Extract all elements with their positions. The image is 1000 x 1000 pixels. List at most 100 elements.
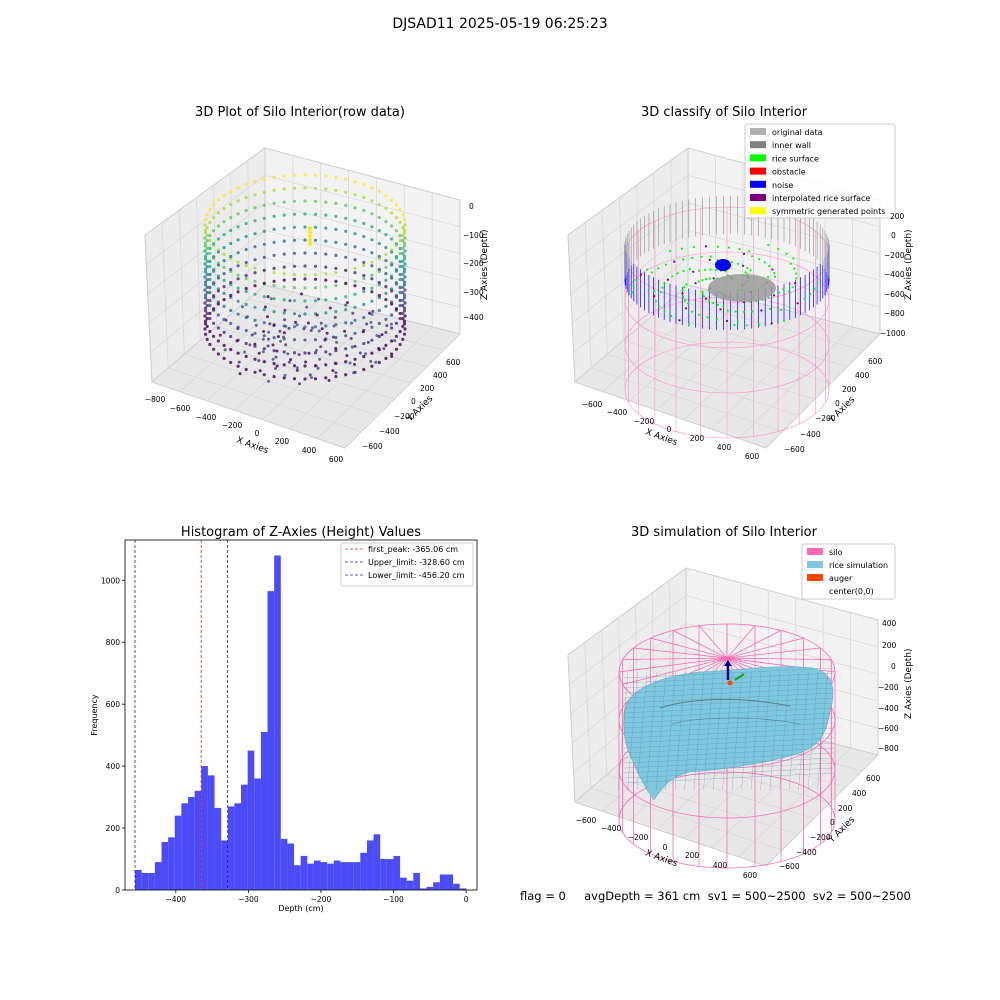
data-point <box>303 299 307 303</box>
data-point <box>208 251 212 256</box>
data-point <box>244 341 248 346</box>
mesh-line <box>623 762 835 774</box>
data-point <box>369 359 373 363</box>
classify-xtick: 400 <box>717 443 732 452</box>
surface-point <box>716 303 720 306</box>
raw-xtick: −800 <box>145 395 166 404</box>
data-point <box>203 327 207 331</box>
histogram-bar <box>446 874 454 890</box>
surface-point <box>698 313 701 316</box>
data-point <box>262 203 266 207</box>
data-point <box>401 239 405 243</box>
legend-swatch <box>750 194 766 201</box>
data-point <box>229 267 233 272</box>
data-point <box>344 281 348 285</box>
data-point <box>370 212 374 216</box>
simulation-xtick: 600 <box>743 871 758 880</box>
raw-xtick: 400 <box>302 446 317 455</box>
data-point <box>324 265 328 269</box>
data-point <box>390 326 394 330</box>
surface-point <box>736 320 740 323</box>
data-point <box>244 247 248 252</box>
classify-ztick: −600 <box>884 290 905 299</box>
data-point <box>282 376 286 380</box>
data-point <box>401 278 405 282</box>
data-point <box>205 285 209 289</box>
data-point <box>216 276 220 280</box>
surface-point <box>782 319 786 322</box>
data-point <box>390 276 394 280</box>
data-point <box>236 238 240 242</box>
data-point <box>377 228 381 233</box>
data-point <box>324 213 328 217</box>
data-point <box>262 330 266 333</box>
data-point <box>289 358 293 362</box>
histogram-bar <box>307 863 314 890</box>
data-point <box>237 360 241 364</box>
data-point <box>384 233 388 237</box>
data-point <box>261 350 265 354</box>
simulation-xtick: −400 <box>601 824 622 833</box>
data-point <box>394 268 398 272</box>
data-point <box>282 226 286 230</box>
data-point <box>203 257 208 261</box>
legend-swatch <box>750 128 766 135</box>
data-point <box>222 272 226 276</box>
silo-roof-rib <box>726 647 821 659</box>
histogram-bar <box>327 863 334 890</box>
classify-ylabel: Y Axies <box>826 395 857 426</box>
gridline <box>602 291 716 392</box>
data-point <box>384 343 388 347</box>
data-point <box>370 273 374 277</box>
data-point <box>331 369 335 373</box>
data-point <box>370 277 374 281</box>
data-point <box>292 251 297 255</box>
classify-ytick: 600 <box>868 357 883 366</box>
raw-xtick: −400 <box>196 413 217 422</box>
data-point <box>324 272 328 276</box>
data-point <box>229 280 233 285</box>
classify-ztick: −400 <box>884 270 905 279</box>
classify-ytick: −600 <box>784 445 805 454</box>
data-point <box>203 322 208 326</box>
data-point <box>401 324 405 328</box>
simulation-plot-ytick-labels: −600 −400 −200 0 200 400 600 <box>779 774 881 871</box>
data-point <box>398 303 402 308</box>
data-point <box>334 271 338 275</box>
data-point <box>253 193 257 197</box>
data-point <box>313 264 318 268</box>
surface-point <box>692 270 695 273</box>
silo-roof-rib <box>726 657 832 660</box>
gridline <box>161 222 169 369</box>
data-point <box>398 259 402 264</box>
mesh-line <box>722 671 733 791</box>
raw-ztick: −100 <box>463 231 484 240</box>
histogram-bar <box>274 555 281 890</box>
data-point <box>377 189 381 194</box>
data-point <box>222 259 226 263</box>
gridline <box>591 367 783 433</box>
raw-plot-xtick-labels: −800 −600 −400 −200 0 200 400 600 <box>145 395 344 464</box>
data-point <box>272 310 276 314</box>
data-point <box>272 175 276 179</box>
noise-cluster <box>715 259 731 271</box>
data-point <box>262 295 266 299</box>
data-point <box>328 306 332 310</box>
data-point <box>403 223 407 227</box>
histogram-bar <box>300 855 308 890</box>
simulation-ytick: 0 <box>830 818 835 827</box>
data-point <box>377 293 381 298</box>
data-point <box>208 285 212 290</box>
data-point <box>401 246 405 250</box>
data-point <box>402 309 407 313</box>
data-point <box>282 335 285 339</box>
data-point <box>222 194 226 198</box>
histogram-frame <box>124 539 478 891</box>
legend-label: original data <box>772 128 823 137</box>
data-point <box>352 371 356 375</box>
data-point <box>208 272 212 277</box>
data-point <box>370 286 374 290</box>
data-point <box>274 367 277 370</box>
data-point <box>212 321 216 325</box>
data-point <box>353 271 357 275</box>
